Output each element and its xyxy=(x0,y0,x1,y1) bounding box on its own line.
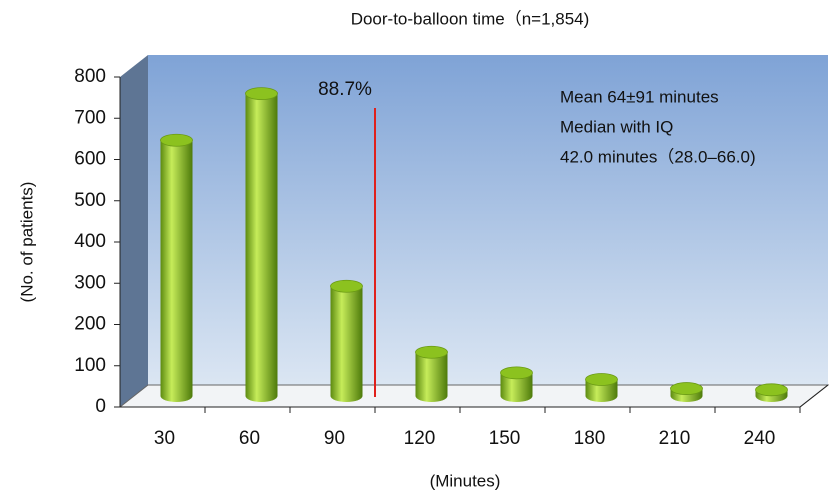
bar-part xyxy=(330,286,363,402)
chart-title: Door-to-balloon time（n=1,854) xyxy=(351,9,590,28)
bar-part xyxy=(415,345,448,359)
y-tick-label: 300 xyxy=(74,272,106,293)
y-tick-label: 700 xyxy=(74,107,106,128)
x-tick-label: 30 xyxy=(154,428,175,449)
y-tick-label: 100 xyxy=(74,355,106,376)
bar-part xyxy=(245,93,278,402)
percent-label: 88.7% xyxy=(318,79,372,100)
bar xyxy=(670,382,703,402)
annotation: Median with IQ xyxy=(560,117,673,136)
y-tick-label: 800 xyxy=(74,66,106,87)
bar xyxy=(415,345,448,402)
x-axis-end xyxy=(799,384,829,408)
y-tick-label: 200 xyxy=(74,314,106,335)
bar-part xyxy=(755,383,788,397)
bar-part xyxy=(160,140,193,402)
bar-part xyxy=(670,382,703,395)
x-tick-label: 90 xyxy=(324,428,345,449)
y-tick-label: 0 xyxy=(95,396,106,417)
x-tick-label: 150 xyxy=(489,428,521,449)
bar xyxy=(330,279,363,402)
x-axis-label: (Minutes) xyxy=(430,471,501,490)
bar xyxy=(245,87,278,402)
y-axis-label: (No. of patients) xyxy=(17,182,36,303)
bar-part xyxy=(415,352,448,402)
bar-part xyxy=(585,379,618,402)
y-tick-label: 600 xyxy=(74,149,106,170)
bar xyxy=(500,366,533,402)
bar-part xyxy=(585,373,618,386)
y-tick-label: 400 xyxy=(74,231,106,252)
bar-part xyxy=(245,87,278,101)
y-tick-label: 500 xyxy=(74,190,106,211)
bar xyxy=(160,133,193,402)
bar xyxy=(755,383,788,402)
floor xyxy=(118,384,829,408)
bar-part xyxy=(500,372,533,402)
bar-part xyxy=(160,133,193,147)
annotation: Mean 64±91 minutes xyxy=(560,87,719,106)
x-tick-label: 240 xyxy=(744,428,776,449)
annotation: 42.0 minutes（28.0–66.0) xyxy=(560,147,756,166)
x-tick-label: 210 xyxy=(659,428,691,449)
x-tick-label: 180 xyxy=(574,428,606,449)
bar xyxy=(585,373,618,402)
x-tick-label: 120 xyxy=(404,428,436,449)
side-wall xyxy=(120,55,148,407)
back-wall xyxy=(148,55,828,385)
bar-part xyxy=(500,366,533,380)
x-tick-label: 60 xyxy=(239,428,260,449)
bar-part xyxy=(330,279,363,293)
